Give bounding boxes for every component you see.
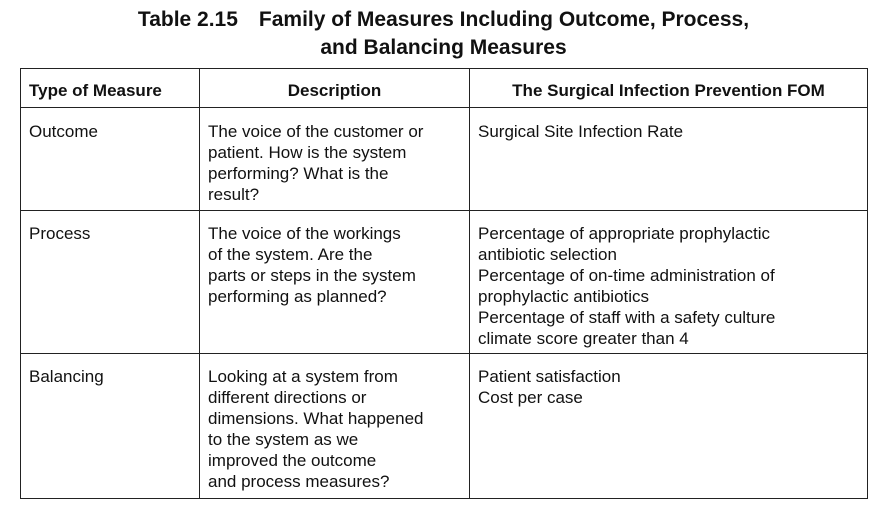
header-type-of-measure: Type of Measure <box>29 81 162 100</box>
fom-line: antibiotic selection <box>478 245 617 264</box>
description-line: Looking at a system from <box>208 367 398 386</box>
header-fom: The Surgical Infection Prevention FOM <box>512 81 825 100</box>
column-divider <box>469 69 470 498</box>
fom-line: Surgical Site Infection Rate <box>478 122 684 141</box>
description-line: result? <box>208 185 260 204</box>
table-title-line-2: and Balancing Measures <box>320 36 567 59</box>
description-line: The voice of the workings <box>208 224 401 243</box>
description-line: and process measures? <box>208 472 390 491</box>
row-type-outcome: Outcome <box>29 122 98 141</box>
row-divider <box>21 353 867 354</box>
description-line: parts or steps in the system <box>208 266 416 285</box>
description-line: dimensions. What happened <box>208 409 424 428</box>
fom-line: climate score greater than 4 <box>478 329 689 348</box>
row-divider <box>21 210 867 211</box>
fom-line: Cost per case <box>478 388 583 407</box>
fom-line: prophylactic antibiotics <box>478 287 650 306</box>
description-line: patient. How is the system <box>208 143 407 162</box>
row-description-balancing: Looking at a system from different direc… <box>208 366 423 492</box>
description-line: to the system as we <box>208 430 359 449</box>
fom-line: Percentage of staff with a safety cultur… <box>478 308 776 327</box>
description-line: different directions or <box>208 388 367 407</box>
fom-line: Patient satisfaction <box>478 367 621 386</box>
fom-line: Percentage of on-time administration of <box>478 266 775 285</box>
row-type-process: Process <box>29 224 91 243</box>
row-description-outcome: The voice of the customer or patient. Ho… <box>208 121 423 205</box>
description-line: The voice of the customer or <box>208 122 424 141</box>
fom-line: Percentage of appropriate prophylactic <box>478 224 771 243</box>
row-fom-balancing: Patient satisfaction Cost per case <box>478 366 621 408</box>
row-description-process: The voice of the workings of the system.… <box>208 223 416 307</box>
description-line: improved the outcome <box>208 451 377 470</box>
row-divider <box>21 107 867 108</box>
column-divider <box>199 69 200 498</box>
measures-table: Type of Measure Description The Surgical… <box>20 68 868 499</box>
description-line: performing? What is the <box>208 164 389 183</box>
header-description: Description <box>287 81 382 100</box>
description-line: performing as planned? <box>208 287 387 306</box>
description-line: of the system. Are the <box>208 245 373 264</box>
table-title: Table 2.15 Family of Measures Including … <box>0 6 887 62</box>
table-title-line-1: Table 2.15 Family of Measures Including … <box>137 8 750 31</box>
row-fom-outcome: Surgical Site Infection Rate <box>478 121 683 142</box>
row-fom-process: Percentage of appropriate prophylactic a… <box>478 223 775 349</box>
row-type-balancing: Balancing <box>29 367 104 386</box>
